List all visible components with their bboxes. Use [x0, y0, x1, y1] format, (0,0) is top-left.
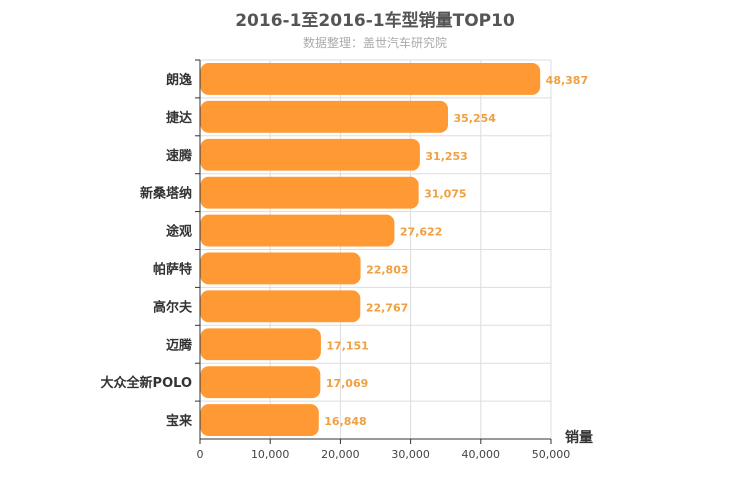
category-label: 朗逸 — [166, 72, 192, 88]
chart-subtitle: 数据整理：盖世汽车研究院 — [302, 36, 447, 50]
value-label: 48,387 — [546, 74, 588, 87]
labels: 朗逸 48,387 捷达 35,254 速腾 31,253 新桑塔纳 31,075 途观 27,6… — [101, 72, 593, 461]
value-label: 16,848 — [324, 415, 366, 428]
bar[interactable] — [200, 404, 319, 436]
value-label: 31,075 — [424, 188, 466, 201]
bar[interactable] — [200, 176, 419, 209]
x-axis-title: 销量 — [565, 429, 593, 446]
value-label: 35,254 — [453, 112, 496, 125]
category-label: 迈腾 — [166, 337, 193, 353]
chart-title: 2016-1至2016-1车型销量TOP10 — [235, 11, 515, 31]
category-label: 新桑塔纳 — [140, 186, 192, 202]
value-label: 31,253 — [425, 150, 467, 163]
x-tick-label: 0 — [197, 448, 204, 461]
bar[interactable] — [200, 214, 395, 247]
x-tick-label: 20,000 — [321, 448, 360, 461]
category-label: 高尔夫 — [153, 299, 193, 315]
bar[interactable] — [200, 252, 361, 285]
value-label: 17,151 — [326, 339, 368, 352]
value-label: 27,622 — [400, 226, 442, 239]
axes — [195, 59, 552, 444]
x-tick-label: 40,000 — [462, 448, 501, 461]
x-tick-label: 50,000 — [532, 448, 571, 461]
value-label: 22,767 — [366, 301, 408, 314]
x-tick-label: 30,000 — [391, 448, 430, 461]
bar[interactable] — [200, 328, 321, 361]
value-label: 17,069 — [326, 377, 368, 390]
x-tick-label: 10,000 — [251, 448, 290, 461]
bar[interactable] — [200, 290, 361, 323]
category-label: 速腾 — [166, 148, 193, 164]
bar[interactable] — [200, 366, 321, 399]
category-label: 途观 — [166, 224, 192, 240]
category-label: 大众全新POLO — [101, 375, 192, 391]
category-label: 帕萨特 — [153, 261, 192, 277]
bars — [200, 63, 541, 436]
category-label: 捷达 — [166, 110, 192, 126]
bar[interactable] — [200, 138, 420, 171]
category-label: 宝来 — [166, 413, 193, 429]
bar[interactable] — [200, 63, 541, 95]
value-label: 22,803 — [366, 263, 408, 276]
bar[interactable] — [200, 100, 448, 133]
